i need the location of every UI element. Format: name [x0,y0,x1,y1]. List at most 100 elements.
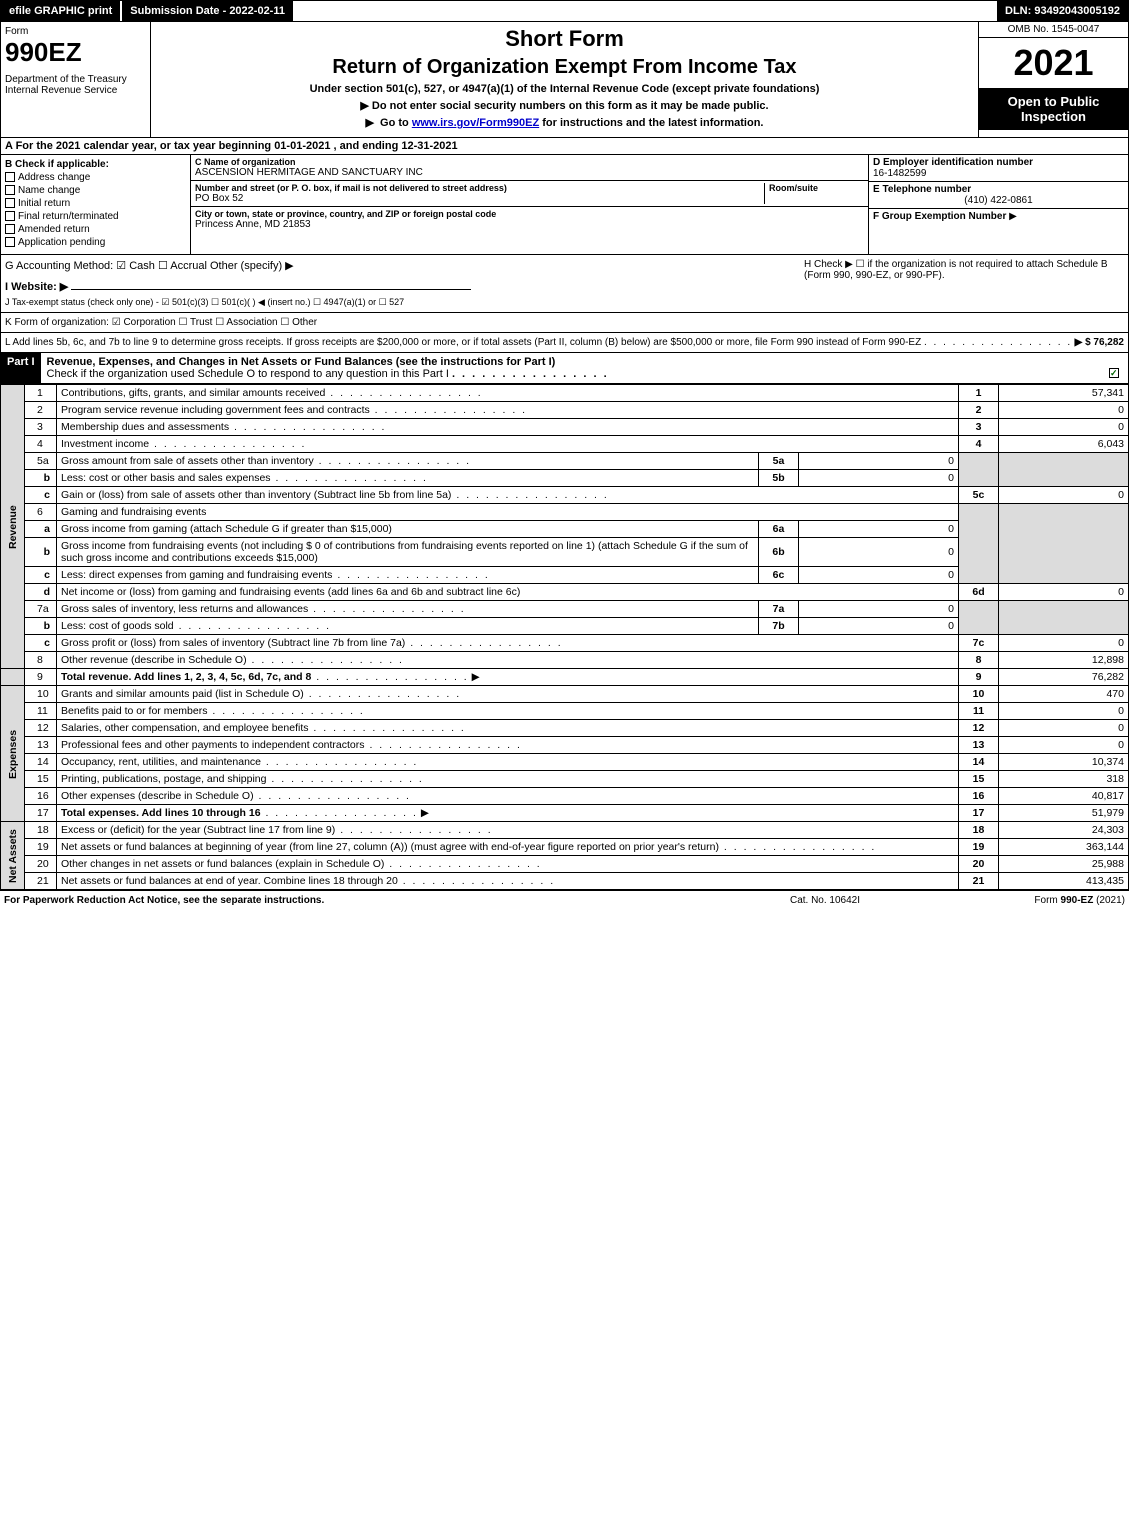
street-label: Number and street (or P. O. box, if mail… [195,183,764,193]
row-2: 2 Program service revenue including gove… [1,402,1129,419]
page-footer: For Paperwork Reduction Act Notice, see … [0,890,1129,910]
form-word: Form [5,26,146,37]
expenses-side-label: Expenses [1,686,25,822]
part-1-label: Part I [1,353,41,383]
chk-amended-return[interactable]: Amended return [5,224,186,235]
chk-name-change[interactable]: Name change [5,185,186,196]
footer-left: For Paperwork Reduction Act Notice, see … [4,895,725,906]
row-13: 13 Professional fees and other payments … [1,737,1129,754]
form-number: 990EZ [5,37,146,68]
phone-value: (410) 422-0861 [873,195,1124,206]
part-1-title: Revenue, Expenses, and Changes in Net As… [41,353,1128,383]
line-i: I Website: ▶ [5,280,804,293]
chk-address-change[interactable]: Address change [5,172,186,183]
part-1-check-line: Check if the organization used Schedule … [47,368,449,380]
box-b-title: B Check if applicable: [5,159,186,170]
goto-link[interactable]: www.irs.gov/Form990EZ [412,117,539,129]
chk-application-pending[interactable]: Application pending [5,237,186,248]
form-header: Form 990EZ Department of the Treasury In… [0,22,1129,138]
row-12: 12 Salaries, other compensation, and emp… [1,720,1129,737]
row-g-h: G Accounting Method: ☑ Cash ☐ Accrual Ot… [0,255,1129,313]
row-3: 3 Membership dues and assessments 3 0 [1,419,1129,436]
row-5c: c Gain or (loss) from sale of assets oth… [1,487,1129,504]
chk-initial-return[interactable]: Initial return [5,198,186,209]
row-16: 16 Other expenses (describe in Schedule … [1,788,1129,805]
row-7a: 7a Gross sales of inventory, less return… [1,601,1129,618]
room-label: Room/suite [769,183,864,193]
footer-form-ref: Form 990-EZ (2021) [925,895,1125,906]
department: Department of the Treasury Internal Reve… [5,74,146,96]
omb-number: OMB No. 1545-0047 [979,22,1128,38]
row-14: 14 Occupancy, rent, utilities, and maint… [1,754,1129,771]
box-f: F Group Exemption Number ▶ [869,209,1128,224]
checkbox-icon [5,198,15,208]
row-11: 11 Benefits paid to or for members 11 0 [1,703,1129,720]
do-not-enter: Do not enter social security numbers on … [155,99,974,112]
arrow-icon [366,117,377,129]
ein-label: D Employer identification number [873,157,1124,168]
dots [452,368,609,380]
netassets-side-label: Net Assets [1,822,25,890]
box-c: C Name of organization ASCENSION HERMITA… [191,155,868,254]
org-name-label: C Name of organization [195,157,864,167]
part-1-table: Revenue 1 Contributions, gifts, grants, … [0,384,1129,890]
group-exemption-label: F Group Exemption Number [873,211,1006,222]
dots [924,337,1072,348]
row-4: 4 Investment income 4 6,043 [1,436,1129,453]
line-l-text: L Add lines 5b, 6c, and 7b to line 9 to … [5,337,921,348]
checkbox-icon [5,185,15,195]
street-cell: Number and street (or P. O. box, if mail… [191,181,868,207]
open-to-public: Open to Public Inspection [979,88,1128,130]
header-middle: Short Form Return of Organization Exempt… [151,22,978,137]
checkbox-icon [5,172,15,182]
city: Princess Anne, MD 21853 [195,219,864,230]
top-bar: efile GRAPHIC print Submission Date - 20… [0,0,1129,22]
checkbox-icon [5,237,15,247]
under-section: Under section 501(c), 527, or 4947(a)(1)… [155,83,974,95]
return-title: Return of Organization Exempt From Incom… [155,56,974,79]
line-h: H Check ▶ ☐ if the organization is not r… [804,259,1124,308]
header-right: OMB No. 1545-0047 2021 Open to Public In… [978,22,1128,137]
chk-final-return[interactable]: Final return/terminated [5,211,186,222]
row-7c: c Gross profit or (loss) from sales of i… [1,635,1129,652]
row-5a: 5a Gross amount from sale of assets othe… [1,453,1129,470]
row-1: Revenue 1 Contributions, gifts, grants, … [1,385,1129,402]
line-k: K Form of organization: ☑ Corporation ☐ … [0,313,1129,333]
row-19: 19 Net assets or fund balances at beginn… [1,839,1129,856]
row-21: 21 Net assets or fund balances at end of… [1,873,1129,890]
box-b: B Check if applicable: Address change Na… [1,155,191,254]
submission-date: Submission Date - 2022-02-11 [120,1,293,21]
footer-cat-no: Cat. No. 10642I [725,895,925,906]
topbar-spacer [293,1,997,21]
box-d-e-f: D Employer identification number 16-1482… [868,155,1128,254]
header-left: Form 990EZ Department of the Treasury In… [1,22,151,137]
row-18: Net Assets 18 Excess or (deficit) for th… [1,822,1129,839]
box-d: D Employer identification number 16-1482… [869,155,1128,182]
checkbox-icon [5,211,15,221]
city-label: City or town, state or province, country… [195,209,864,219]
row-6: 6 Gaming and fundraising events [1,504,1129,521]
row-15: 15 Printing, publications, postage, and … [1,771,1129,788]
line-j: J Tax-exempt status (check only one) - ☑… [5,293,804,308]
part-1-checkbox[interactable] [1109,368,1119,378]
ein-value: 16-1482599 [873,168,1124,179]
arrow-icon: ▶ [1009,211,1017,222]
city-cell: City or town, state or province, country… [191,207,868,232]
row-8: 8 Other revenue (describe in Schedule O)… [1,652,1129,669]
phone-label: E Telephone number [873,184,1124,195]
tax-year: 2021 [979,38,1128,88]
street: PO Box 52 [195,193,764,204]
line-g-i-j: G Accounting Method: ☑ Cash ☐ Accrual Ot… [5,259,804,308]
block-b-c-d-e-f: B Check if applicable: Address change Na… [0,155,1129,255]
line-g: G Accounting Method: ☑ Cash ☐ Accrual Ot… [5,259,804,280]
row-6d: d Net income or (loss) from gaming and f… [1,584,1129,601]
row-17: 17 Total expenses. Add lines 10 through … [1,805,1129,822]
line-l: L Add lines 5b, 6c, and 7b to line 9 to … [0,333,1129,353]
goto-suffix: for instructions and the latest informat… [542,117,763,129]
efile-label[interactable]: efile GRAPHIC print [1,1,120,21]
short-form-title: Short Form [155,26,974,52]
row-20: 20 Other changes in net assets or fund b… [1,856,1129,873]
org-name-cell: C Name of organization ASCENSION HERMITA… [191,155,868,181]
goto-prefix: Go to [380,117,412,129]
goto-line: Go to www.irs.gov/Form990EZ for instruct… [155,116,974,129]
